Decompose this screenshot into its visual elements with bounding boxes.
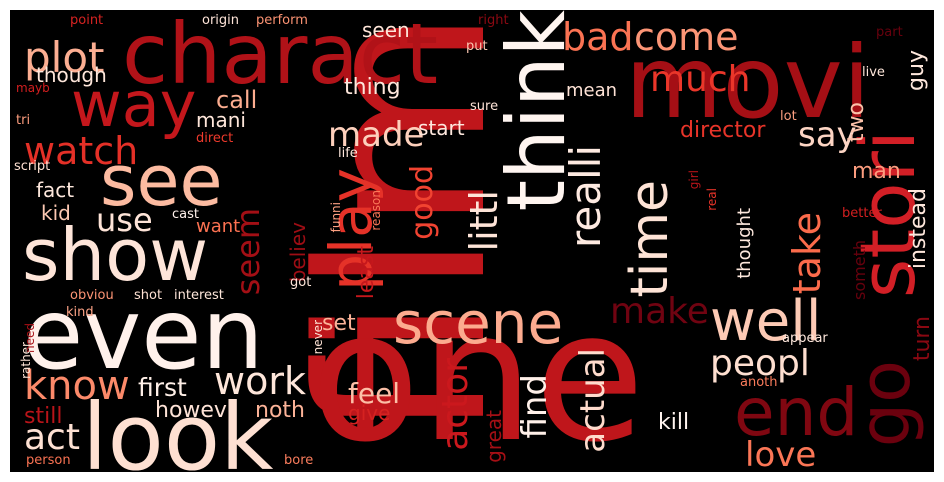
word-lot: lot xyxy=(780,109,797,124)
word-end: end xyxy=(734,374,859,451)
word-part: part xyxy=(876,25,903,40)
word-realli: realli xyxy=(561,145,610,248)
word-mean: mean xyxy=(566,80,618,101)
word-scene: scene xyxy=(393,289,564,357)
word-show: show xyxy=(22,213,209,297)
word-instead: instead xyxy=(906,188,931,270)
word-peopl: peopl xyxy=(710,343,810,384)
word-kid: kid xyxy=(41,201,71,225)
word-someth: someth xyxy=(850,240,869,300)
word-obviou: obviou xyxy=(70,288,114,303)
word-one: one xyxy=(310,273,645,472)
word-person: person xyxy=(26,453,71,468)
word-still: still xyxy=(24,404,63,429)
word-kind: kind xyxy=(66,305,94,320)
word-go: go xyxy=(844,360,926,448)
word-mayb: mayb xyxy=(16,81,50,95)
word-girl: girl xyxy=(687,170,701,190)
word-first: first xyxy=(138,373,187,402)
word-script: script xyxy=(14,159,51,174)
word-man: man xyxy=(852,159,901,184)
word-two: two xyxy=(844,102,869,143)
word-least: least xyxy=(354,246,379,300)
word-interest: interest xyxy=(174,288,224,303)
word-find: find xyxy=(515,374,555,439)
word-cast: cast xyxy=(172,207,199,222)
word-plot: plot xyxy=(24,33,105,82)
word-sure: sure xyxy=(470,99,499,114)
word-bore: bore xyxy=(284,453,314,468)
word-turn: turn xyxy=(910,316,934,362)
word-watch: watch xyxy=(24,129,139,173)
word-use: use xyxy=(96,201,153,239)
word-life: life xyxy=(338,146,358,161)
word-bad: bad xyxy=(562,15,634,59)
word-littl: littl xyxy=(462,190,506,252)
word-thing: thing xyxy=(344,75,401,100)
word-start: start xyxy=(418,116,465,140)
word-point: point xyxy=(70,13,104,28)
word-tri: tri xyxy=(16,113,31,128)
word-work: work xyxy=(214,359,306,403)
word-live: live xyxy=(862,65,885,80)
word-good: good xyxy=(405,165,440,240)
word-director: director xyxy=(680,118,766,143)
word-guy: guy xyxy=(904,50,929,91)
word-give: give xyxy=(348,401,391,425)
word-say: say xyxy=(798,115,857,155)
word-look: look xyxy=(82,384,274,473)
word-know: know xyxy=(24,363,130,409)
word-kill: kill xyxy=(658,410,690,435)
word-noth: noth xyxy=(255,398,305,423)
word-even: even xyxy=(23,278,264,392)
word-love: love xyxy=(745,435,817,472)
word-set: set xyxy=(322,311,356,336)
word-better: better xyxy=(842,206,882,221)
word-great: great xyxy=(482,410,506,463)
word-cloud: film one movi charact even look show thi… xyxy=(10,10,934,472)
word-right: right xyxy=(478,13,509,28)
word-see: see xyxy=(100,140,223,222)
word-act: act xyxy=(24,417,80,458)
word-make: make xyxy=(610,291,709,332)
word-origin: origin xyxy=(202,13,240,28)
word-never: never xyxy=(311,320,325,355)
word-made: made xyxy=(328,115,425,155)
word-direct: direct xyxy=(196,131,234,146)
word-though: though xyxy=(36,63,107,87)
word-seen: seen xyxy=(362,18,410,42)
word-reason: reason xyxy=(369,190,383,231)
word-thought: thought xyxy=(734,208,755,279)
word-movi: movi xyxy=(625,24,871,141)
word-well: well xyxy=(710,289,822,354)
word-howev: howev xyxy=(155,398,227,423)
word-got: got xyxy=(290,275,312,290)
word-appear: appear xyxy=(782,331,828,346)
word-funni: funni xyxy=(329,202,343,233)
word-put: put xyxy=(466,39,488,54)
word-mani: mani xyxy=(196,108,246,132)
word-charact: charact xyxy=(122,10,439,103)
word-actor: actor xyxy=(435,358,476,451)
word-way: way xyxy=(71,68,197,141)
word-fact: fact xyxy=(36,178,75,202)
word-believ: believ xyxy=(286,222,310,283)
word-shot: shot xyxy=(134,288,163,303)
word-anoth: anoth xyxy=(740,375,778,390)
word-come: come xyxy=(634,15,739,59)
word-time: time xyxy=(620,180,680,298)
word-real: real xyxy=(705,188,719,211)
word-take: take xyxy=(785,212,829,295)
word-feel: feel xyxy=(348,377,401,410)
word-rather: rather xyxy=(19,342,33,379)
word-call: call xyxy=(216,86,258,114)
word-perform: perform xyxy=(256,13,308,28)
word-much: much xyxy=(650,59,751,100)
word-want: want xyxy=(196,216,241,237)
word-actual: actual xyxy=(573,348,613,453)
